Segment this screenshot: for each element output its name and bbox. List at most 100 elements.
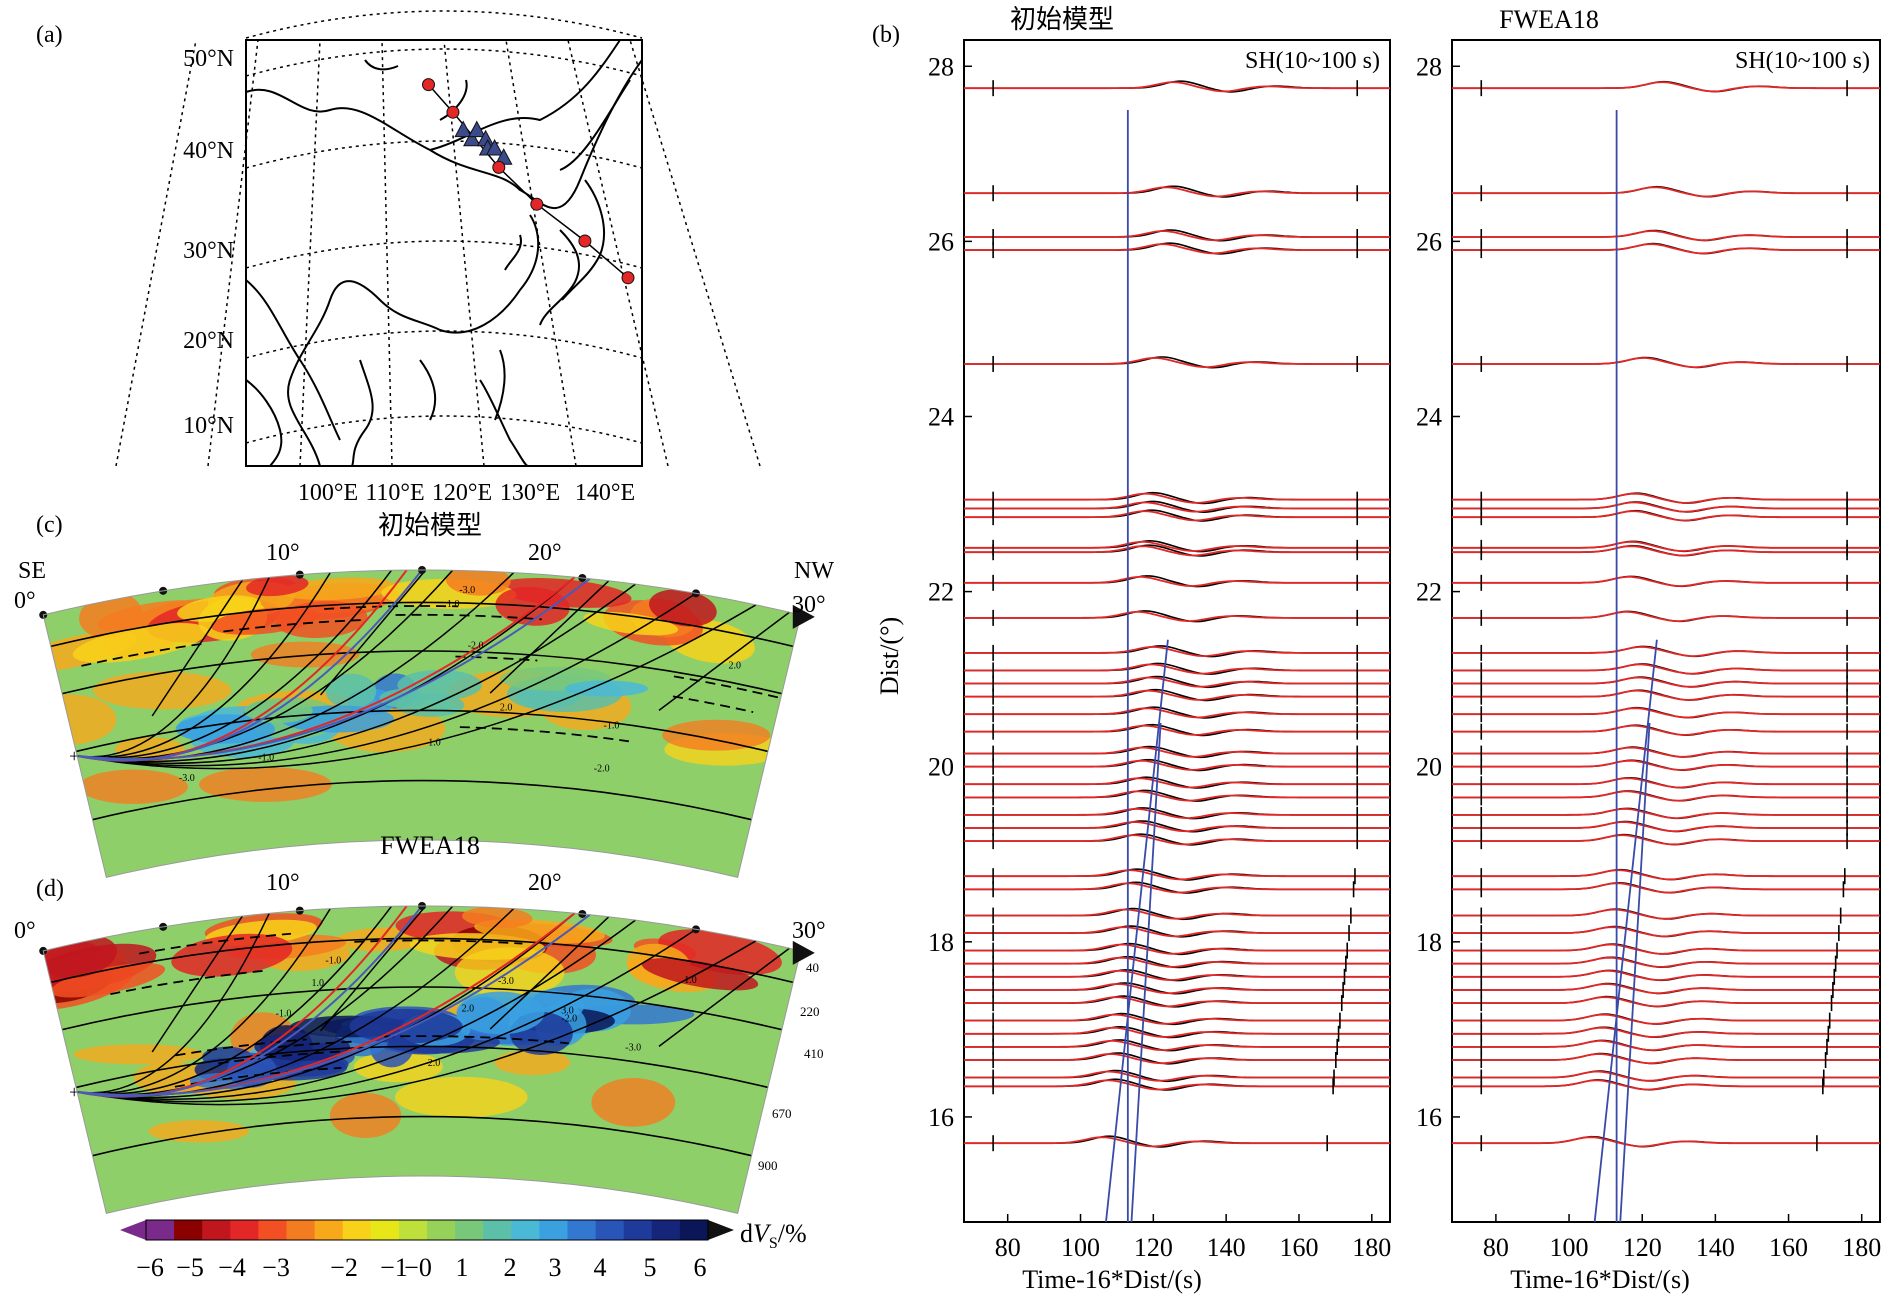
synthetic-trace xyxy=(1452,869,1880,881)
slow-anomaly xyxy=(641,958,759,991)
y-tick-label: 16 xyxy=(1416,1103,1442,1132)
synthetic-trace xyxy=(1452,645,1880,658)
contour-label: -3.0 xyxy=(179,773,195,784)
filter-annotation: SH(10~100 s) xyxy=(1735,48,1870,74)
synthetic-trace xyxy=(964,540,1390,552)
contour-label: -3.0 xyxy=(625,1043,641,1054)
synthetic-trace xyxy=(964,926,1390,938)
wave-right-xlabel: Time-16*Dist/(s) xyxy=(1510,1265,1690,1294)
direction-arrow xyxy=(792,940,815,965)
traces xyxy=(964,80,1390,1152)
synthetic-trace xyxy=(964,943,1390,955)
event-marker xyxy=(578,234,592,248)
slow-anomaly xyxy=(92,671,232,710)
section-d-deg-20: 20° xyxy=(528,870,562,896)
source-marker: + xyxy=(69,1082,79,1102)
ray-path xyxy=(76,940,757,1106)
panel-label-c: (c) xyxy=(36,512,63,538)
ray-path xyxy=(77,912,270,1094)
y-tick-label: 22 xyxy=(928,578,954,607)
synthetic-trace xyxy=(964,1053,1390,1065)
contour-label: -2.0 xyxy=(561,1013,577,1024)
depth-label: 220 xyxy=(800,1004,820,1019)
meridian-line xyxy=(443,39,485,467)
ray-path xyxy=(76,928,697,1103)
synthetic-trace xyxy=(964,956,1390,968)
colorbar-max-arrow xyxy=(708,1220,734,1240)
synthetic-trace xyxy=(964,230,1390,242)
contour-label: -1.0 xyxy=(604,720,620,731)
waveform-panel-initial: 80 100 120 140 160 180 16 18 20 22 24 26 28 SH(10~100… xyxy=(928,39,1391,1262)
synthetic-trace xyxy=(964,689,1390,701)
synthetic-trace xyxy=(1452,1040,1880,1052)
panel-label-d: (d) xyxy=(36,876,64,902)
synthetic-trace xyxy=(964,492,1390,504)
highlight-ray xyxy=(76,569,423,762)
y-tick-label: 20 xyxy=(1416,753,1442,782)
synthetic-trace xyxy=(1452,1053,1880,1065)
synthetic-trace xyxy=(964,611,1390,623)
stations xyxy=(454,120,513,165)
synthetic-trace xyxy=(1452,926,1880,938)
slow-anomaly xyxy=(462,906,533,928)
synthetic-trace xyxy=(1452,790,1880,802)
colorbar-tick-label: −3 xyxy=(262,1253,290,1282)
waveform-panel-fwea18: 80 100 120 140 160 180 16 18 20 22 24 26 28 SH(10~100… xyxy=(1416,39,1881,1262)
synthetic-trace xyxy=(1452,759,1880,771)
wave-ylabel: Dist/(°) xyxy=(875,617,904,695)
contour-label: 1.0 xyxy=(684,975,697,986)
ray-path xyxy=(77,905,393,1095)
guide-line xyxy=(658,947,790,1047)
slow-anomaly xyxy=(79,593,142,638)
x-tick-label: 120 xyxy=(1623,1233,1662,1262)
y-tick-label: 18 xyxy=(1416,928,1442,957)
ray-path xyxy=(77,576,576,763)
event-marker xyxy=(530,197,544,211)
colorbar-tick-label: 3 xyxy=(549,1253,562,1282)
colorbar-swatch xyxy=(286,1220,316,1240)
contour-label: 2.0 xyxy=(728,661,741,672)
colorbar-swatch xyxy=(230,1220,259,1240)
meridian-line xyxy=(115,39,197,467)
x-tick-label: 120 xyxy=(1134,1233,1173,1262)
lon-label: 110°E xyxy=(365,480,424,506)
y-tick-label: 16 xyxy=(928,1103,954,1132)
colorbar-swatch xyxy=(258,1220,287,1240)
synthetic-trace xyxy=(964,790,1390,802)
section-c-title: 初始模型 xyxy=(378,511,482,540)
parallel-line xyxy=(245,140,643,169)
x-tick-label: 80 xyxy=(1483,1233,1509,1262)
x-tick-label: 160 xyxy=(1769,1233,1808,1262)
fast-anomaly xyxy=(564,680,649,697)
colorbar-swatch xyxy=(595,1220,625,1240)
slow-anomaly xyxy=(246,575,309,597)
synthetic-trace xyxy=(1452,956,1880,968)
wave-right-title: FWEA18 xyxy=(1499,5,1599,34)
synthetic-trace xyxy=(1452,943,1880,955)
ray-path xyxy=(77,576,270,758)
contour-dashed xyxy=(673,675,799,704)
y-tick-label: 26 xyxy=(928,227,954,256)
synthetic-trace xyxy=(964,834,1390,846)
synthetic-trace xyxy=(964,1136,1390,1148)
synthetic-trace xyxy=(964,576,1390,587)
slow-anomaly xyxy=(591,1077,676,1127)
guide-line xyxy=(151,579,244,717)
synthetic-trace xyxy=(1452,357,1880,369)
contour-label: 1.0 xyxy=(447,599,460,610)
y-tick-label: 24 xyxy=(1416,402,1442,431)
depth-arc xyxy=(92,1115,752,1157)
ray-path xyxy=(77,569,393,759)
parallel-line xyxy=(245,48,643,77)
colorbar-swatch xyxy=(370,1220,400,1240)
x-tick-label: 180 xyxy=(1842,1233,1881,1262)
phase-lines xyxy=(1593,110,1658,1223)
contour-label: 1.0 xyxy=(312,978,325,989)
guide-line xyxy=(319,569,427,696)
filter-annotation: SH(10~100 s) xyxy=(1245,48,1380,74)
lon-label: 130°E xyxy=(500,480,560,506)
depth-label: 40 xyxy=(806,960,819,975)
parallel-line xyxy=(245,330,643,359)
colorbar-tick-label: −4 xyxy=(218,1253,246,1282)
contour-dashed xyxy=(455,655,538,662)
